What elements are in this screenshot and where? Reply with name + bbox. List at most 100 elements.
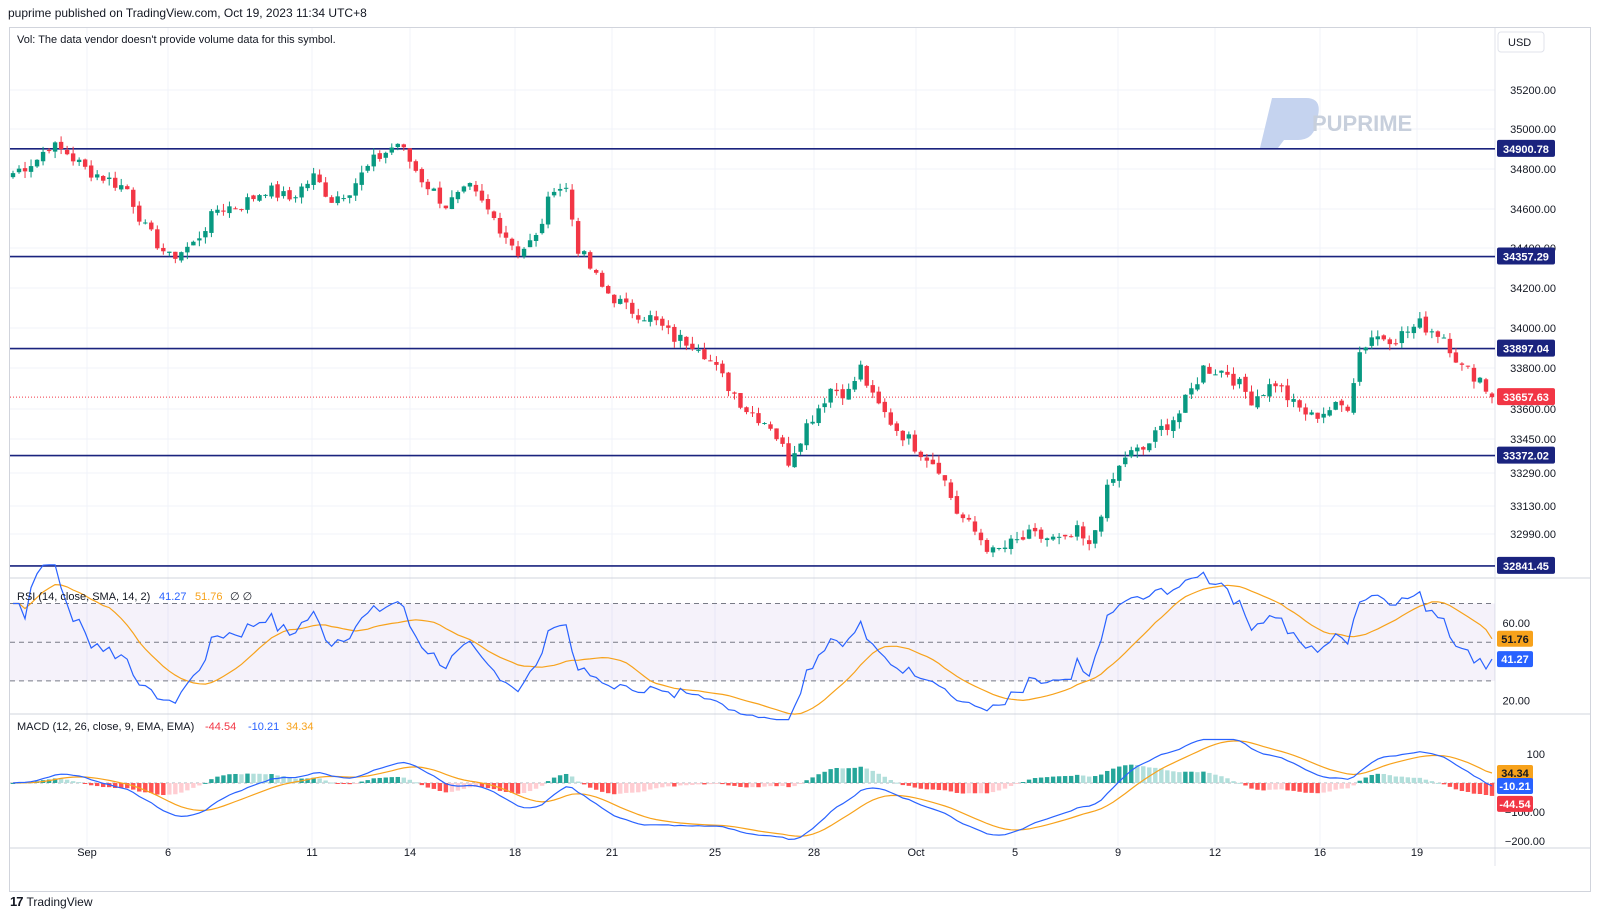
macd-value-tag: [1497, 765, 1533, 782]
candle-body: [1050, 536, 1056, 540]
candle-body: [738, 393, 743, 408]
macd-hist-bar: [864, 768, 869, 783]
candle-body: [780, 437, 785, 444]
candle-body: [539, 223, 545, 234]
macd-hist-bar: [714, 783, 719, 784]
macd-hist-bar: [94, 783, 100, 787]
macd-hist-bar: [58, 778, 64, 783]
macd-hist-bar: [1014, 783, 1020, 784]
candle-body: [419, 169, 425, 183]
candle-body: [545, 196, 551, 225]
candle-body: [191, 241, 196, 246]
macd-hist-bar: [371, 778, 376, 783]
candle-body: [1435, 331, 1441, 337]
candle-body: [88, 165, 94, 178]
x-tick-label: Sep: [77, 847, 97, 859]
chart-frame[interactable]: PUPRIME 35200.00 35000.00 34800.00 34600.00 3…: [9, 27, 1591, 892]
puprime-mark: [1260, 98, 1319, 148]
macd-hist-bar: [143, 783, 148, 793]
macd-hist-bar: [1327, 783, 1332, 792]
macd-hist-bar: [708, 783, 713, 785]
footer: 17 TradingView: [10, 894, 93, 909]
chart-svg[interactable]: PUPRIME 35200.00 35000.00 34800.00 34600.00 3…: [10, 28, 1590, 891]
x-tick-label: Oct: [907, 847, 924, 859]
macd-hist-bar: [1189, 771, 1194, 783]
candle-body: [1002, 547, 1008, 550]
macd-hist-bar: [245, 773, 250, 783]
rsi-value-tag: [1497, 630, 1533, 647]
macd-hist-bar: [191, 783, 196, 788]
candle-body: [972, 521, 978, 532]
macd-hist-bar: [149, 783, 154, 793]
x-tick-label: 25: [709, 847, 721, 859]
candle-body: [1032, 527, 1038, 532]
candle-body: [353, 183, 358, 196]
macd-hist-bar: [672, 783, 677, 787]
level-tag: [1497, 339, 1555, 357]
macd-hist-bar: [876, 773, 881, 783]
candle-body: [828, 388, 833, 403]
macd-hist-bar: [1309, 783, 1314, 793]
candle-body: [864, 366, 869, 386]
candle-body: [1243, 376, 1248, 392]
macd-hist-bar: [642, 783, 647, 792]
candle-body: [293, 197, 298, 199]
candle-body: [798, 443, 803, 452]
candle-body: [1231, 373, 1236, 386]
candle-body: [1375, 336, 1380, 340]
price-tick-label: 33130.00: [1510, 501, 1556, 513]
candle-body: [365, 165, 370, 171]
macd-hist-bar: [527, 783, 533, 792]
candle-body: [461, 186, 467, 192]
macd-hist-bar: [606, 783, 611, 794]
candle-body: [702, 349, 707, 360]
candle-body: [64, 149, 70, 155]
macd-hist-bar: [209, 779, 214, 783]
macd-hist-bar: [1141, 766, 1146, 783]
macd-hist-bar: [1099, 774, 1104, 783]
candle-body: [1279, 385, 1284, 387]
candle-body: [119, 185, 124, 190]
candle-body: [1153, 430, 1158, 442]
candle-body: [630, 302, 635, 314]
candle-body: [527, 240, 533, 248]
candle-body: [906, 434, 912, 439]
macd-hist-bar: [455, 783, 461, 791]
macd-hist-bar: [942, 783, 948, 791]
price-tick-label: 35000.00: [1510, 124, 1556, 136]
macd-hist-bar: [1086, 776, 1092, 783]
macd-hist-bar: [545, 781, 551, 783]
candle-body: [1171, 420, 1176, 432]
macd-hist-bar: [221, 775, 226, 783]
candle-body: [954, 496, 960, 514]
candle-body: [672, 326, 677, 342]
candle-body: [1411, 326, 1417, 334]
candle-body: [1141, 447, 1146, 450]
candle-body: [533, 235, 539, 241]
candle-body: [1225, 371, 1230, 375]
level-tag: [1497, 247, 1555, 265]
macd-value-tag-label: -44.54: [1499, 799, 1531, 811]
candle-body: [636, 315, 641, 320]
candle-body: [233, 208, 238, 210]
candle-body: [900, 430, 906, 441]
macd-line: [12, 738, 1493, 841]
macd-hist-bar: [1291, 783, 1296, 791]
candle-body: [203, 231, 208, 238]
macd-hist-bar: [557, 775, 563, 783]
candle-body: [10, 173, 16, 178]
macd-hist-bar: [341, 783, 346, 784]
macd-hist-bar: [185, 783, 190, 791]
macd-hist-bar: [1002, 783, 1008, 789]
candle-body: [185, 246, 190, 253]
candle-body: [221, 210, 226, 212]
macd-hist-bar: [1453, 783, 1459, 790]
macd-value-tag-label: 34.34: [1501, 768, 1529, 780]
candle-body: [1351, 383, 1356, 413]
candle-body: [1074, 525, 1080, 537]
candle-body: [1014, 539, 1020, 541]
candle-body: [1477, 377, 1483, 383]
macd-hist-bar: [1273, 783, 1278, 790]
candle-body: [762, 423, 767, 425]
candle-body: [239, 209, 244, 211]
